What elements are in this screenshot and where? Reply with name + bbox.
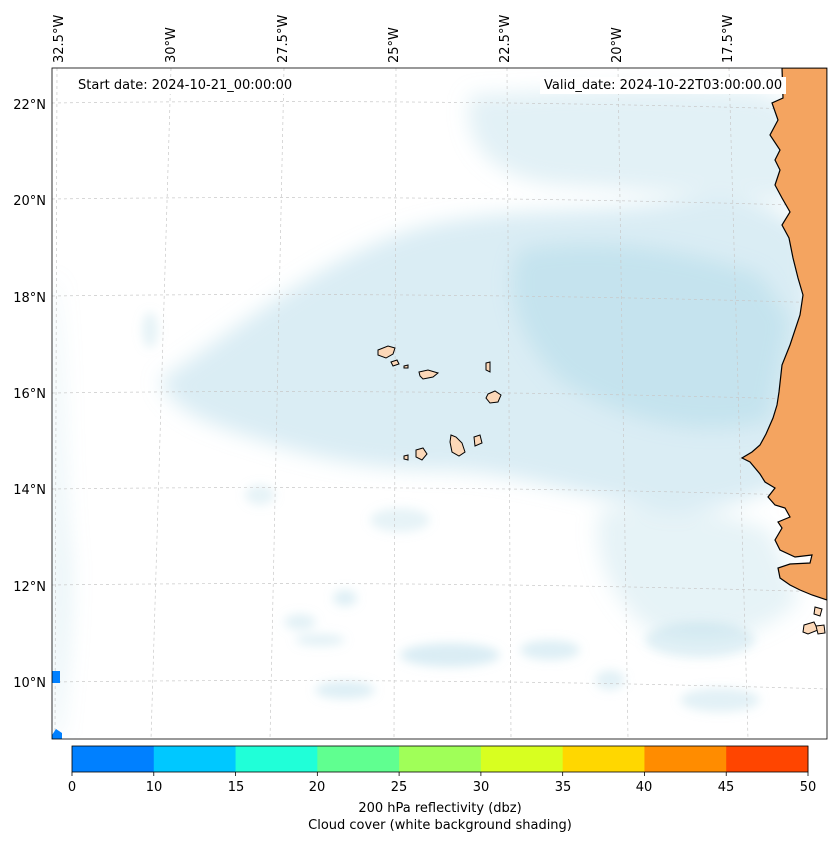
colorbar-bin — [726, 746, 809, 772]
graticule — [52, 68, 827, 739]
colorbar-caption-cloud: Cloud cover (white background shading) — [308, 818, 572, 833]
colorbar-bin — [317, 746, 400, 772]
valid-date-label: Valid_date: 2024-10-22T03:00:00.00 — [540, 77, 787, 94]
reflectivity-echoes — [52, 671, 62, 739]
colorbar-bin — [480, 746, 564, 772]
colorbar-tick-label: 30 — [472, 780, 490, 795]
colorbar-tick-label: 10 — [145, 780, 163, 795]
colorbar-tick-label: 25 — [390, 780, 408, 795]
colorbar-tick-label: 45 — [717, 780, 735, 795]
lat-label-16n: 16°N — [13, 387, 46, 402]
lat-label-12n: 12°N — [13, 580, 46, 595]
map-frame — [51, 67, 828, 740]
colorbar-tick-label: 35 — [554, 780, 572, 795]
lon-label-22-5w: 22.5°W — [498, 14, 513, 63]
colorbar-bin — [153, 746, 237, 772]
lat-label-10n: 10°N — [13, 676, 46, 691]
colorbar-bin — [72, 746, 155, 772]
lon-label-30w: 30°W — [164, 27, 179, 63]
colorbar — [72, 746, 809, 772]
colorbar-outline — [71, 745, 809, 773]
colorbar-tick-label: 15 — [227, 780, 245, 795]
colorbar-tick-label: 50 — [799, 780, 817, 795]
lat-label-20n: 20°N — [13, 194, 46, 209]
colorbar-tick-label: 40 — [635, 780, 653, 795]
colorbar-caption-variable: 200 hPa reflectivity (dbz) — [358, 801, 522, 816]
colorbar-bin — [562, 746, 645, 772]
colorbar-bin — [399, 746, 482, 772]
colorbar-tickmarks — [71, 772, 809, 776]
cape-verde-islands — [377, 345, 502, 461]
cloud-cover-shading — [52, 88, 810, 735]
lon-label-32-5w: 32.5°W — [52, 14, 67, 63]
lat-label-22n: 22°N — [13, 98, 46, 113]
lat-label-18n: 18°N — [13, 291, 46, 306]
colorbar-bin — [644, 746, 727, 772]
lon-label-27-5w: 27.5°W — [276, 14, 291, 63]
africa-coastline — [740, 68, 827, 601]
lon-label-25w: 25°W — [387, 27, 402, 63]
start-date-label: Start date: 2024-10-21_00:00:00 — [74, 77, 297, 94]
lon-label-20w: 20°W — [610, 27, 625, 63]
colorbar-tick-label: 0 — [67, 780, 77, 795]
colorbar-bin — [235, 746, 318, 772]
bijagos-islands — [802, 606, 826, 635]
lat-label-14n: 14°N — [13, 483, 46, 498]
lon-label-17-5w: 17.5°W — [721, 14, 736, 63]
colorbar-tick-label: 20 — [308, 780, 326, 795]
